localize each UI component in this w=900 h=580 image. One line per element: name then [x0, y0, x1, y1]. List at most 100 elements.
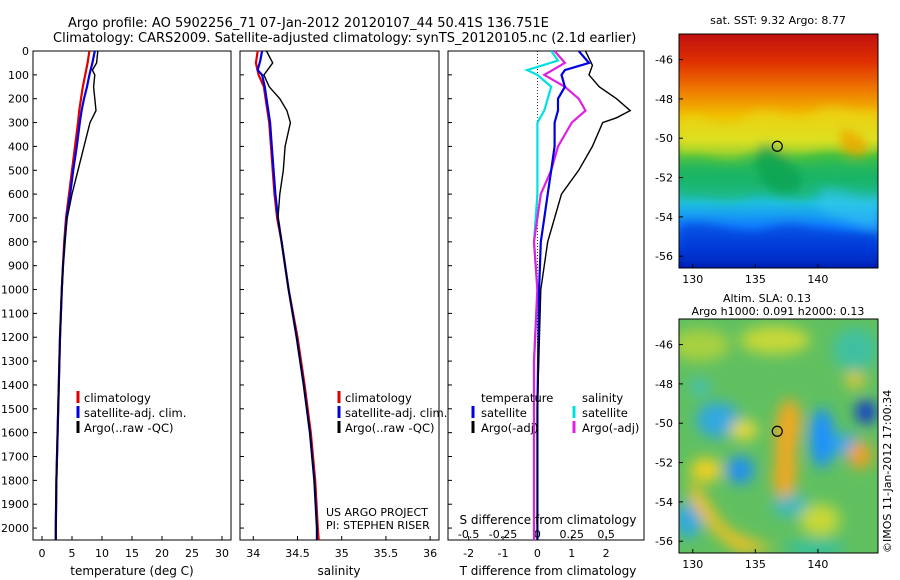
map-y-tick-label: -54 — [655, 496, 673, 509]
x-tick-label: 5 — [69, 547, 76, 560]
depth-tick-label: 300 — [8, 117, 29, 130]
x-tick-label: 34 — [246, 547, 260, 560]
depth-tick-label: 200 — [8, 93, 29, 106]
map-x-tick-label: 130 — [682, 273, 703, 286]
salinity-legend: climatology satellite-adj. clim. Argo(..… — [337, 391, 447, 435]
difference-panel: -2 -1 0 1 2 -0.5 -0.25 0 0.25 0.5 temperature sa… — [447, 50, 645, 578]
title-line-1: Argo profile: AO 5902256_71 07-Jan-2012 … — [68, 16, 549, 31]
x-tick-label: 36 — [423, 547, 437, 560]
legend-satellite-label: satellite-adj. clim. — [345, 406, 447, 420]
temperature-x-ticks: 0 5 10 15 20 25 30 — [39, 536, 229, 560]
salinity-argo-line — [263, 51, 318, 540]
legend-argo-label: Argo(..raw -QC) — [84, 421, 174, 435]
depth-tick-label: 500 — [8, 164, 29, 177]
depth-tick-label: 1600 — [1, 427, 29, 440]
map-x-tick-label: 130 — [682, 558, 703, 571]
x-tick-label: 34.5 — [285, 547, 310, 560]
legend-t-argo-label: Argo(-adj) — [481, 421, 538, 435]
temperature-xlabel: temperature (deg C) — [70, 564, 193, 578]
map-y-tick-label: -52 — [655, 172, 673, 185]
t-argo-difference-line — [536, 51, 632, 540]
depth-tick-label: 600 — [8, 188, 29, 201]
sst-map-frame — [678, 33, 879, 269]
legend-argo-label: Argo(..raw -QC) — [345, 421, 435, 435]
temperature-panel: 0100200300400500600700800900100011001200… — [1, 45, 232, 578]
sla-map-title-1: Altim. SLA: 0.13 — [723, 292, 811, 305]
map-x-tick-label: 135 — [745, 273, 766, 286]
map-y-tick-label: -50 — [655, 417, 673, 430]
salinity-x-ticks: 34 34.5 35 35.5 36 — [246, 536, 437, 560]
legend-s-argo-label: Argo(-adj) — [582, 421, 639, 435]
depth-tick-label: 800 — [8, 236, 29, 249]
x-tick-label: -0.5 — [458, 528, 479, 541]
x-tick-label: 10 — [95, 547, 109, 560]
x-tick-label: -1 — [498, 547, 509, 560]
x-tick-label: -2 — [463, 547, 474, 560]
s-satellite-difference-line — [524, 51, 560, 540]
depth-tick-label: 700 — [8, 212, 29, 225]
x-tick-label: 0.5 — [597, 528, 615, 541]
temperature-legend: climatology satellite-adj. clim. Argo(..… — [76, 391, 186, 435]
sla-map: Altim. SLA: 0.13 Argo h1000: 0.091 h2000… — [655, 292, 894, 571]
map-y-tick-label: -52 — [655, 457, 673, 470]
map-y-tick-label: -56 — [655, 535, 673, 548]
sla-map-y-ticks: -46 -48 -50 -52 -54 -56 — [655, 339, 683, 548]
depth-tick-label: 2000 — [1, 522, 29, 535]
difference-x-ticks: -2 -1 0 1 2 — [463, 536, 610, 560]
salinity-panel: 34 34.5 35 35.5 36 climatology satellite-adj… — [239, 50, 447, 578]
map-y-tick-label: -48 — [655, 93, 673, 106]
map-x-tick-label: 140 — [807, 558, 828, 571]
map-y-tick-label: -46 — [655, 339, 673, 352]
map-y-tick-label: -50 — [655, 132, 673, 145]
salinity-axes — [239, 50, 440, 541]
x-tick-label: 30 — [215, 547, 229, 560]
float-position-marker — [771, 425, 783, 437]
x-tick-label: 2 — [603, 547, 610, 560]
legend-temperature-title: temperature — [481, 391, 553, 405]
salinity-depth-ticks — [240, 50, 244, 529]
x-tick-label: 0.25 — [560, 528, 585, 541]
difference-t-xlabel: T difference from climatology — [459, 564, 637, 578]
depth-tick-label: 1800 — [1, 474, 29, 487]
legend-satellite-label: satellite-adj. clim. — [84, 406, 186, 420]
x-tick-label: 15 — [125, 547, 139, 560]
sla-map-title-2: Argo h1000: 0.091 h2000: 0.13 — [692, 305, 865, 318]
difference-s-ticks: -0.5 -0.25 0 0.25 0.5 — [458, 528, 615, 541]
depth-tick-label: 1400 — [1, 379, 29, 392]
x-tick-label: 0 — [39, 547, 46, 560]
temperature-depth-ticks: 0 100 200 300 400 500 600 700 800 900 1000 1100 1200… — [1, 45, 37, 535]
legend-climatology-label: climatology — [345, 391, 412, 405]
credit-project: US ARGO PROJECT — [326, 506, 428, 519]
temperature-axes — [32, 50, 232, 541]
difference-legend: temperature satellite Argo(-adj) salinit… — [471, 391, 639, 435]
map-x-tick-label: 135 — [745, 558, 766, 571]
x-tick-label: 35 — [335, 547, 349, 560]
sst-map: sat. SST: 9.32 Argo: 8.77 130 135 140 -46 -… — [655, 14, 879, 286]
salinity-satellite-line — [256, 51, 318, 540]
map-y-tick-label: -48 — [655, 378, 673, 391]
map-y-tick-label: -46 — [655, 54, 673, 67]
salinity-xlabel: salinity — [317, 564, 360, 578]
depth-tick-label: 100 — [8, 69, 29, 82]
depth-tick-label: 1500 — [1, 403, 29, 416]
sst-map-title: sat. SST: 9.32 Argo: 8.77 — [710, 14, 846, 27]
imos-stamp: ©IMOS 11-Jan-2012 17:00:34 — [881, 390, 894, 553]
map-y-tick-label: -56 — [655, 250, 673, 263]
x-tick-label: -0.25 — [489, 528, 517, 541]
legend-salinity-title: salinity — [582, 391, 623, 405]
credit-pi: PI: STEPHEN RISER — [326, 519, 430, 532]
difference-depth-ticks — [448, 50, 452, 529]
map-x-tick-label: 140 — [807, 273, 828, 286]
depth-tick-label: 400 — [8, 140, 29, 153]
depth-tick-label: 1000 — [1, 284, 29, 297]
x-tick-label: 1 — [568, 547, 575, 560]
sla-field — [679, 319, 878, 553]
float-position-marker — [771, 140, 783, 152]
depth-tick-label: 1700 — [1, 451, 29, 464]
x-tick-label: 25 — [185, 547, 199, 560]
depth-tick-label: 1900 — [1, 498, 29, 511]
sla-map-frame — [678, 318, 879, 554]
t-satellite-difference-line — [536, 51, 591, 540]
legend-t-satellite-label: satellite — [481, 406, 527, 420]
